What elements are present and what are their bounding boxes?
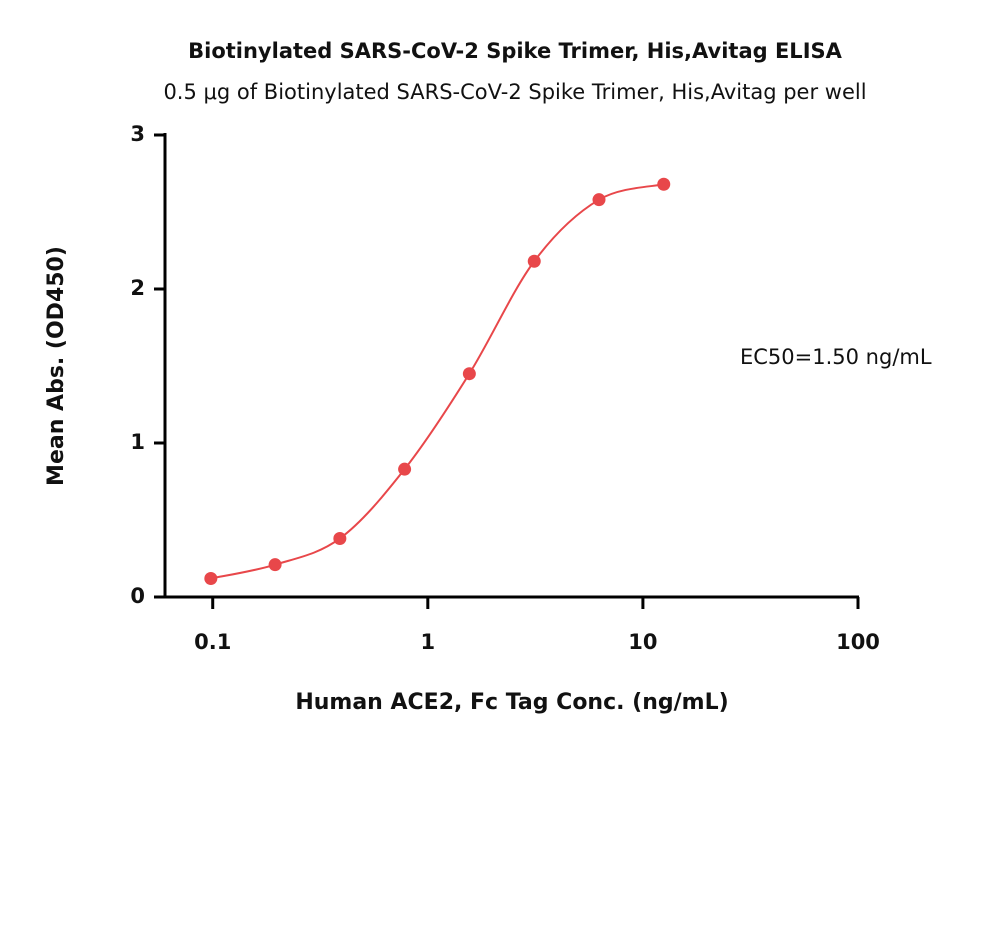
ec50-annotation: EC50=1.50 ng/mL [740,345,932,369]
data-point [657,177,671,191]
y-tick-label: 3 [130,122,145,146]
chart-title: Biotinylated SARS-CoV-2 Spike Trimer, Hi… [188,39,843,63]
data-point [333,531,347,545]
x-tick-label: 10 [628,630,657,654]
data-point [527,254,541,268]
data-point [592,193,606,207]
data-point [268,558,282,572]
x-tick-label: 1 [420,630,435,654]
y-tick-label: 0 [130,584,145,608]
fit-curve [210,183,664,580]
x-tick-label: 100 [836,630,880,654]
y-axis-label: Mean Abs. (OD450) [44,246,69,486]
y-tick-label: 2 [130,276,145,300]
data-point [462,367,476,381]
data-point [204,572,218,586]
data-point [398,462,412,476]
y-tick-label: 1 [130,430,145,454]
x-tick-label: 0.1 [194,630,231,654]
chart-subtitle: 0.5 μg of Biotinylated SARS-CoV-2 Spike … [163,80,866,104]
x-axis-label: Human ACE2, Fc Tag Conc. (ng/mL) [295,690,728,715]
